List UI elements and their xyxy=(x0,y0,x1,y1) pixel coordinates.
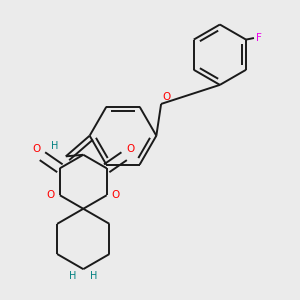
Text: F: F xyxy=(256,33,262,43)
Text: H: H xyxy=(50,141,58,151)
Text: O: O xyxy=(162,92,170,102)
Text: O: O xyxy=(126,144,134,154)
Text: O: O xyxy=(112,190,120,200)
Text: H: H xyxy=(69,271,76,281)
Text: O: O xyxy=(46,190,55,200)
Text: O: O xyxy=(32,144,40,154)
Text: H: H xyxy=(90,271,98,281)
